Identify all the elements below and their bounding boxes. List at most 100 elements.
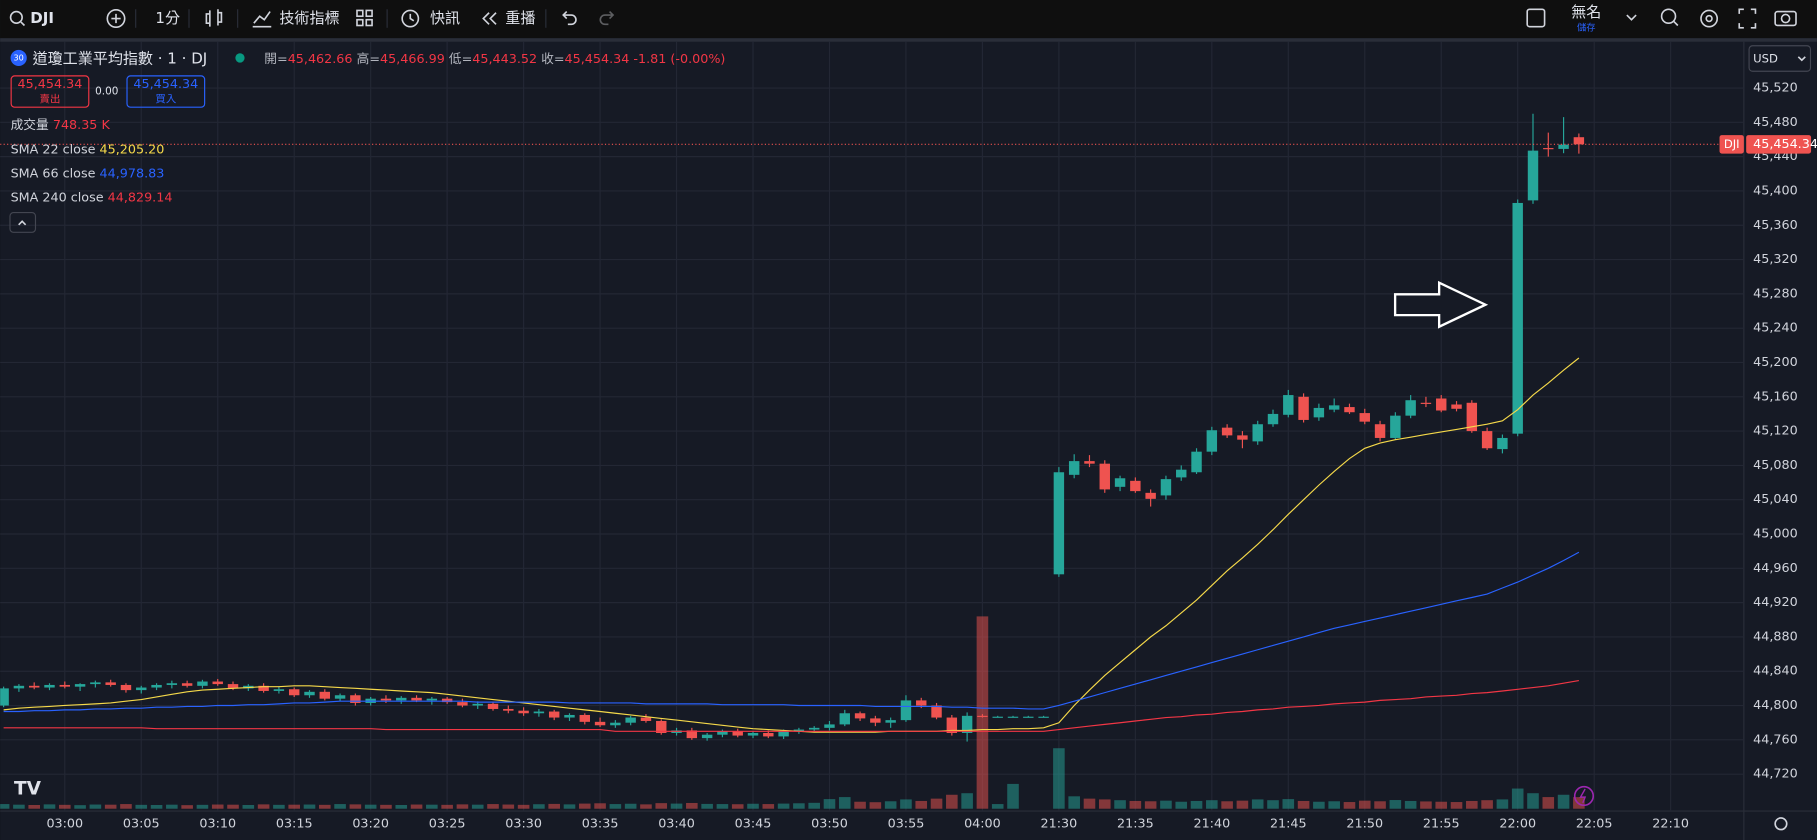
candle-body	[28, 685, 40, 688]
layout-select[interactable]	[1526, 8, 1546, 28]
volume-bar	[578, 803, 591, 809]
x-tick-label: 03:50	[811, 816, 848, 831]
volume-bar	[563, 804, 576, 809]
volume-bar	[242, 804, 255, 809]
currency-button[interactable]	[1748, 45, 1812, 72]
candle-body	[1359, 413, 1370, 422]
y-tick-label: 45,240	[1753, 321, 1798, 336]
indicators[interactable]: 技術指標	[279, 9, 339, 27]
plot-area	[0, 113, 1744, 809]
volume-bar	[1297, 800, 1310, 809]
alerts[interactable]: 快訊	[430, 9, 460, 27]
spread: 0.00	[95, 86, 118, 98]
logo[interactable]: TV	[14, 779, 42, 800]
series-name: SMA 240 close	[11, 190, 104, 205]
series-legend: SMA 22 close 45,205.20 SMA 66 close 44,97…	[11, 142, 173, 205]
layout-name[interactable]: 無名	[1571, 3, 1601, 21]
currency-menu	[1797, 56, 1806, 62]
settings[interactable]	[1700, 9, 1719, 28]
collapse-legend[interactable]	[9, 212, 37, 233]
symbol[interactable]: DJI	[30, 9, 54, 27]
y-tick-label: 45,400	[1753, 183, 1798, 198]
y-tick-label: 44,800	[1753, 698, 1798, 713]
y-tick-label: 45,280	[1753, 286, 1798, 301]
quick-search[interactable]	[1660, 8, 1677, 24]
volume-bar	[1007, 783, 1019, 809]
candle-body	[1405, 400, 1416, 416]
symbol-search[interactable]: DJI	[9, 9, 54, 27]
buy-button[interactable]	[126, 75, 206, 108]
candle-body	[1160, 479, 1172, 496]
replay-icon[interactable]	[482, 12, 497, 25]
volume-bar	[288, 804, 300, 809]
volume-bar	[303, 804, 316, 809]
x-tick-label: 22:00	[1499, 816, 1536, 831]
candle-body	[946, 717, 958, 733]
layout-templates[interactable]	[356, 9, 373, 27]
candle-body	[533, 711, 545, 714]
candle-body	[426, 698, 438, 701]
fullscreen[interactable]	[1738, 8, 1757, 29]
volume-bar	[273, 804, 285, 809]
snapshot[interactable]	[1774, 10, 1797, 27]
redo[interactable]	[599, 11, 615, 26]
series-legend-entry[interactable]: SMA 240 close 44,829.14	[11, 190, 173, 205]
volume-bar	[58, 804, 71, 809]
series-legend-entry[interactable]: SMA 22 close 45,205.20	[11, 142, 165, 157]
x-tick-label: 03:05	[123, 816, 160, 831]
axis-settings[interactable]	[1774, 817, 1788, 831]
close-label: 收=	[541, 52, 564, 67]
candle-body	[457, 702, 468, 706]
lightning-button[interactable]	[1573, 785, 1595, 807]
undo[interactable]	[562, 11, 577, 26]
volume-bar	[823, 799, 836, 809]
series-legend-entry[interactable]: SMA 66 close 44,978.83	[11, 166, 165, 181]
volume-bar	[1129, 800, 1142, 809]
symbol-title[interactable]: 道瓊工業平均指數 · 1 · DJ	[33, 50, 208, 68]
volume-bar	[487, 804, 499, 809]
volume-bar	[1542, 797, 1555, 809]
chart-type[interactable]	[205, 9, 223, 27]
candle-body	[793, 729, 805, 732]
interval[interactable]: 1分	[155, 9, 180, 27]
volume-bar	[946, 794, 958, 809]
layout-menu[interactable]	[1626, 14, 1637, 21]
add-symbol[interactable]	[106, 9, 126, 29]
volume-bar	[1435, 801, 1448, 809]
buy-label: 買入	[155, 94, 176, 106]
volume-bar	[517, 804, 530, 809]
volume-bar	[318, 804, 331, 809]
indicators-icon[interactable]	[252, 11, 272, 28]
toolbar-border	[0, 38, 1817, 42]
replay[interactable]: 重播	[505, 9, 535, 27]
volume-bar	[441, 804, 453, 809]
x-tick-label: 21:45	[1270, 816, 1307, 831]
candle-body	[625, 717, 636, 723]
candle-body	[594, 721, 606, 726]
candle-body	[1420, 402, 1432, 404]
candle-body	[1099, 463, 1110, 490]
market-status[interactable]	[235, 53, 245, 63]
candle-body	[273, 689, 285, 691]
candle-body	[487, 703, 499, 709]
volume-bar	[334, 804, 346, 809]
currency[interactable]: USD	[1753, 52, 1778, 66]
volume-legend[interactable]: 成交量 748.35 K	[11, 117, 111, 133]
volume-bar	[1389, 800, 1402, 809]
y-tick-label: 44,960	[1753, 561, 1798, 576]
candle-body	[319, 691, 331, 699]
candle-body	[839, 713, 850, 725]
volume-bar	[838, 797, 851, 809]
sell-button[interactable]	[10, 75, 90, 108]
volume-bar	[594, 803, 606, 809]
x-tick-label: 04:00	[964, 816, 1001, 831]
last-price-tag	[1746, 135, 1812, 154]
volume-bar	[196, 804, 209, 809]
volume-name: 成交量	[11, 117, 49, 133]
alert-icon[interactable]	[401, 9, 420, 28]
save[interactable]: 儲存	[1577, 21, 1596, 33]
candle-body	[334, 695, 346, 699]
candle-body	[1145, 492, 1156, 499]
candle-body	[885, 720, 896, 723]
y-tick-label: 45,160	[1753, 389, 1798, 404]
